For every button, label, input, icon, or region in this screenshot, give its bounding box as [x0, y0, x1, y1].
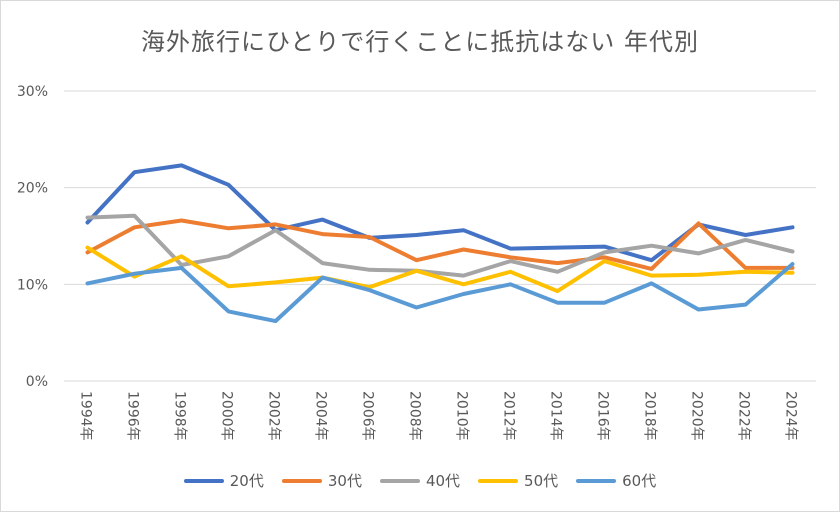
y-axis-ticks: 0% 10% 20% 30% [17, 84, 48, 390]
legend-swatch [576, 478, 617, 483]
x-tick-label: 1998年 [172, 391, 188, 441]
legend-item-40代: 40代 [379, 470, 461, 491]
legend-item-50代: 50代 [478, 470, 558, 491]
x-tick-label: 2012年 [501, 391, 517, 441]
x-tick-label: 2010年 [454, 391, 470, 441]
series-line-40代 [85, 213, 795, 278]
x-tick-label: 1996年 [125, 391, 141, 441]
x-tick-label: 2018年 [642, 391, 658, 441]
legend-label: 60代 [622, 472, 657, 490]
legend-swatch [478, 478, 519, 483]
legend-label: 30代 [327, 472, 362, 490]
x-tick-label: 2016年 [595, 391, 611, 441]
y-tick-label: 30% [17, 84, 48, 100]
series-line-20代 [85, 163, 795, 263]
legend: 20代 30代 40代 50代 60代 [0, 470, 840, 491]
legend-swatch [379, 478, 420, 483]
legend-label: 40代 [425, 472, 461, 490]
legend-swatch [281, 478, 322, 483]
series-lines [85, 163, 795, 324]
x-axis-ticks: 1994年 1996年 1998年 2000年 2002年 2004年 2006年 2008年… [78, 391, 799, 441]
x-tick-label: 1994年 [78, 391, 94, 441]
series-line-50代 [85, 245, 795, 294]
x-tick-label: 2000年 [219, 391, 235, 441]
legend-item-20代: 20代 [183, 470, 264, 491]
x-tick-label: 2020年 [689, 391, 705, 441]
legend-label: 20代 [229, 472, 264, 490]
series-line-30代 [85, 218, 795, 271]
x-tick-label: 2004年 [313, 391, 329, 441]
x-tick-label: 2008年 [407, 391, 423, 441]
gridlines [64, 90, 816, 382]
y-tick-label: 20% [17, 181, 48, 197]
x-tick-label: 2024年 [783, 391, 799, 441]
legend-item-30代: 30代 [281, 470, 362, 491]
x-tick-label: 2022年 [736, 391, 752, 441]
y-tick-label: 0% [26, 374, 48, 390]
y-tick-label: 10% [17, 277, 48, 293]
series-line-60代 [85, 262, 795, 324]
x-tick-label: 2002年 [266, 391, 282, 441]
legend-item-60代: 60代 [576, 470, 656, 491]
chart-title: 海外旅行にひとりで行くことに抵抗はない 年代別 [141, 28, 699, 56]
legend-swatch [183, 478, 224, 483]
x-tick-label: 2014年 [548, 391, 564, 441]
legend-label: 50代 [524, 472, 559, 490]
x-tick-label: 2006年 [360, 391, 376, 441]
